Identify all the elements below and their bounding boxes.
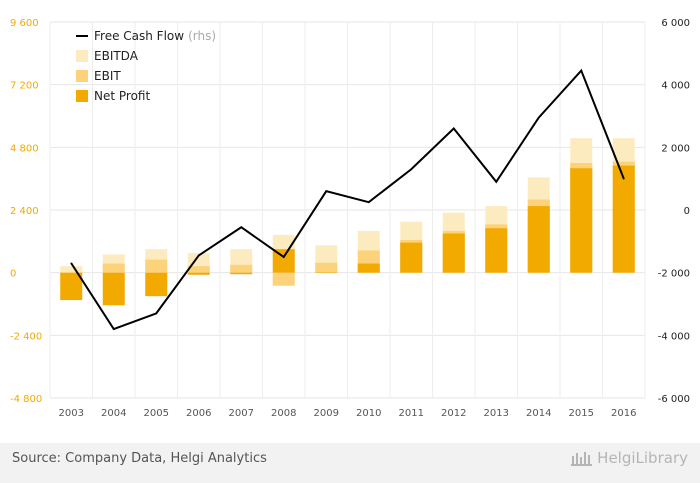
x-tick-label-2013: 2013 [484,408,509,419]
x-tick-label-2007: 2007 [229,408,254,419]
x-tick-label-2015: 2015 [569,408,594,419]
grid [49,21,646,399]
fcf-point-2004 [112,328,115,330]
bar-ebit-2006 [187,266,210,273]
left-tick-label: -4 800 [10,394,42,405]
chart: 9 600 7 200 4 800 2 400 0 -2 400 -4 800 6 000 4… [10,18,690,419]
x-tick-label-2003: 2003 [59,408,84,419]
right-tick-label: 4 000 [661,81,690,92]
fcf-point-2015 [580,69,583,72]
fcf-point-2007 [240,226,243,229]
fcf-point-2005 [155,312,158,315]
fcf-point-2012 [452,127,455,130]
bar-ebit-2005 [145,259,168,273]
bar-net-profit-2013 [485,228,508,273]
bar-net-profit-2014 [527,206,550,273]
bar-net-profit-2009 [315,272,338,273]
right-tick-label: -4 000 [658,331,690,342]
right-tick-label: -6 000 [658,394,690,405]
legend-swatch-box [76,50,88,62]
bar-net-profit-2016 [612,165,635,273]
fcf-point-2016 [622,177,625,180]
bar-net-profit-2012 [442,233,465,273]
x-tick-label-2009: 2009 [314,408,339,419]
left-tick-label: 0 [10,269,16,280]
fcf-point-2008 [282,256,285,258]
source-text: Source: Company Data, Helgi Analytics [12,451,267,466]
legend-label: EBITDA [94,49,139,63]
bar-ebitda-2003 [60,266,83,273]
legend-swatch-box [76,90,88,102]
legend-label: EBIT [94,69,121,83]
bar-net-profit-2008 [272,249,295,273]
right-axis: 6 000 4 000 2 000 0 -2 000 -4 000 -6 000 [658,18,690,405]
right-tick-label: 2 000 [661,143,690,154]
x-tick-label-2010: 2010 [356,408,381,419]
x-tick-label-2012: 2012 [441,408,466,419]
fcf-point-2009 [325,190,328,192]
x-tick-label-2006: 2006 [186,408,211,419]
bar-ebit-2004 [102,263,125,273]
brand-text: HelgiLibrary [597,449,688,467]
bar-net-profit-2007 [230,272,253,275]
x-tick-label-2014: 2014 [526,408,551,419]
bar-ebit-2009 [315,262,338,273]
x-axis: 2003 2004 2005 2006 2007 2008 2009 2010 2011 2012… [59,408,637,419]
fcf-line-path [70,68,625,331]
bar-net-profit-2004 [102,272,125,306]
fcf-line [70,68,625,331]
fcf-point-2011 [410,168,413,171]
right-tick-label: 0 [684,206,690,217]
left-axis: 9 600 7 200 4 800 2 400 0 -2 400 -4 800 [10,18,42,405]
right-tick-label: -2 000 [658,269,690,280]
brand-logo: HelgiLibrary [571,449,688,467]
left-tick-label: -2 400 [10,331,42,342]
left-tick-label: 9 600 [10,18,39,29]
bar-net-profit-2015 [570,168,593,273]
left-tick-label: 7 200 [10,81,39,92]
bars [60,138,635,306]
bar-net-profit-2003 [60,272,83,301]
legend: Free Cash Flow (rhs) EBITDA EBIT Net Profit [76,29,216,103]
fcf-point-2003 [70,262,73,265]
fcf-point-2013 [495,181,498,183]
bar-net-profit-2011 [400,242,423,273]
legend-note: (rhs) [188,29,216,43]
legend-label: Free Cash Flow (rhs) [94,29,216,43]
x-tick-label-2004: 2004 [101,408,126,419]
left-tick-label: 4 800 [10,143,39,154]
legend-swatch-box [76,70,88,82]
bar-net-profit-2006 [187,272,210,275]
x-tick-label-2011: 2011 [399,408,424,419]
fcf-point-2014 [537,116,540,119]
bar-net-profit-2005 [145,272,168,297]
bar-ebit-2008 [272,272,295,286]
bar-net-profit-2010 [357,263,380,273]
right-tick-label: 6 000 [661,18,690,29]
x-tick-label-2005: 2005 [144,408,169,419]
fcf-point-2006 [197,254,200,257]
x-tick-label-2016: 2016 [611,408,636,419]
x-tick-label-2008: 2008 [271,408,296,419]
bar-ebit-2007 [230,264,253,273]
legend-label: Net Profit [94,89,150,103]
fcf-point-2010 [367,201,370,203]
footer: Source: Company Data, Helgi Analytics He… [0,443,700,483]
library-icon [571,452,593,466]
left-tick-label: 2 400 [10,206,39,217]
